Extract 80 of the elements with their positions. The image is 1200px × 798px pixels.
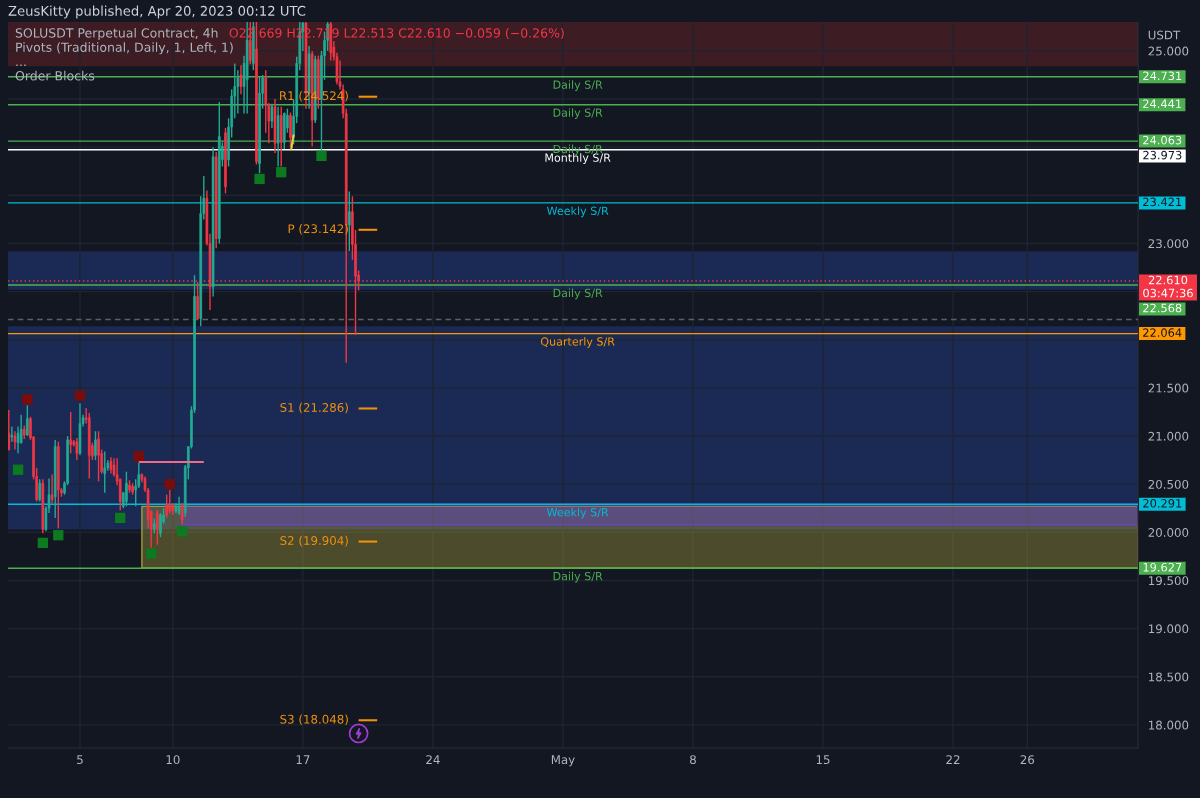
point	[37, 537, 48, 549]
x-tick-label: May	[551, 755, 575, 767]
annotation: Quarterly S/R	[540, 337, 615, 348]
annotation: Daily S/R	[553, 288, 603, 300]
candlestick	[270, 103, 274, 129]
chart-subtitle: SOLUSDT Perpetual Contract, 4h	[15, 27, 218, 41]
point	[254, 173, 265, 185]
candlestick	[50, 473, 54, 505]
y-tick-label: 25.000	[1148, 46, 1189, 56]
candlestick	[348, 190, 351, 252]
point	[176, 526, 188, 537]
candlestick	[180, 502, 184, 526]
y-tick-label: 19.500	[1149, 576, 1189, 586]
candlestick	[26, 404, 29, 437]
x-tick-label: 15	[816, 755, 830, 765]
series-label: S2 (19.904)	[280, 535, 348, 547]
text: 03:47:36	[1143, 288, 1193, 298]
ref-line-label: 20.291	[1143, 498, 1182, 508]
point	[53, 530, 64, 541]
candlestick	[13, 430, 17, 451]
point	[12, 464, 24, 475]
point	[164, 479, 175, 490]
candlestick	[196, 281, 199, 321]
y-tick-label: 20.000	[1148, 528, 1189, 537]
x-tick-label: 8	[690, 755, 696, 765]
point	[316, 150, 327, 161]
ref-line-label: 22.568	[1143, 303, 1182, 313]
candlestick	[224, 127, 227, 195]
annotation: ...	[16, 64, 26, 67]
candlestick	[125, 470, 128, 508]
ref-line-label: 23.421	[1143, 197, 1182, 207]
candlestick	[97, 430, 100, 482]
candlestick	[165, 494, 168, 519]
candlestick	[69, 411, 72, 455]
candlestick	[10, 425, 14, 443]
y-tick-label: 18.500	[1149, 672, 1189, 682]
candlestick	[239, 64, 243, 95]
x-tick-label: 26	[1020, 755, 1035, 765]
candlestick	[94, 430, 97, 461]
point	[146, 548, 157, 559]
ref-line-label: 19.627	[1143, 562, 1182, 572]
ref-line-label: 22.064	[1143, 328, 1182, 337]
series-label: S3 (18.048)	[280, 714, 348, 726]
point	[276, 167, 287, 178]
y-tick-label: 21.500	[1148, 383, 1189, 393]
ref-line-label: 24.441	[1143, 99, 1182, 108]
candlestick	[8, 409, 11, 452]
chart-title: ZeusKitty published, Apr 20, 2023 00:12 UTC	[8, 5, 306, 19]
candlestick	[128, 479, 131, 494]
candlestick	[38, 478, 42, 503]
annotation: Daily S/R	[553, 80, 603, 92]
point	[115, 512, 126, 524]
y-tick-label: 21.000	[1148, 431, 1189, 441]
series-label: S1 (21.286)	[280, 402, 348, 414]
ref-line-label: 22.610	[1148, 275, 1188, 285]
point	[74, 390, 86, 401]
annotation: Weekly S/R	[546, 507, 609, 519]
x-tick-label: 24	[426, 755, 440, 764]
annotation: Daily S/R	[553, 571, 603, 583]
x-tick-label: 17	[296, 755, 310, 764]
point	[133, 451, 144, 462]
annotation: Pivots (Traditional, Daily, 1, Left, 1)	[16, 42, 233, 55]
annotation: Weekly S/R	[546, 206, 609, 218]
y-tick-label: 18.000	[1149, 720, 1189, 730]
annotation: Daily S/R	[553, 108, 603, 119]
point	[22, 394, 33, 405]
y-tick-label: 19.000	[1149, 624, 1189, 634]
candlestick	[258, 76, 261, 174]
candlestick	[131, 482, 134, 496]
x-tick-label: 5	[77, 755, 83, 765]
y-axis-title: USDT	[1148, 30, 1181, 40]
y-tick-label: 23.000	[1148, 239, 1189, 249]
ref-line-label: 23.973	[1143, 150, 1182, 160]
x-tick-label: 22	[946, 755, 960, 764]
ref-line-label: 24.731	[1143, 71, 1182, 81]
candlestick	[156, 509, 159, 546]
ref-line-label: 24.063	[1143, 135, 1182, 145]
candlestick	[159, 512, 162, 538]
x-tick-label: 10	[166, 755, 180, 765]
y-tick-label: 20.500	[1148, 479, 1189, 489]
